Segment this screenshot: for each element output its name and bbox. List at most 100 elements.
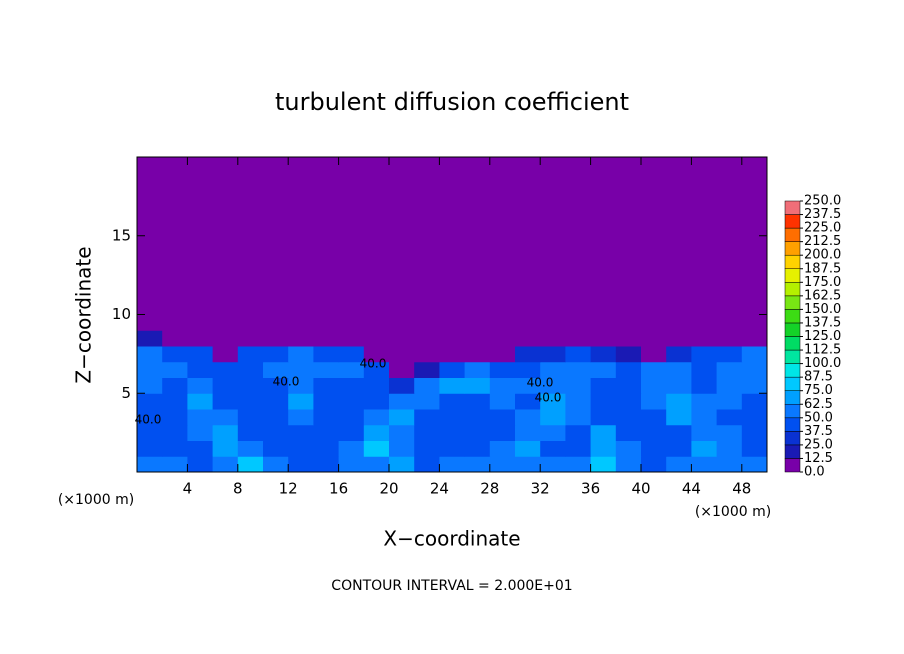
x-axis-title: X−coordinate [383,527,520,551]
cell [741,377,768,394]
cell [540,393,566,410]
cell [237,330,264,347]
cell [389,424,415,441]
colorbar-label: 225.0 [804,221,841,236]
colorbar-label: 162.5 [804,288,841,303]
x-tick-label: 48 [732,480,751,498]
colorbar-swatch [784,431,801,446]
cell [464,361,491,378]
cell [641,346,667,363]
cell [338,157,365,331]
colorbar-swatch [784,417,801,432]
cell [187,393,214,410]
x-tick-label: 32 [531,480,550,498]
x-tick-label: 20 [379,480,398,498]
cell [212,440,239,457]
footer: CONTOUR INTERVAL = 2.000E+01 [331,578,572,594]
cell [162,424,188,441]
cell [464,456,491,473]
colorbar-swatch [784,214,801,229]
cell [263,346,289,363]
cell [187,377,214,394]
cell [187,346,214,363]
cell [439,377,466,394]
colorbar-label: 187.5 [804,261,841,276]
cell [515,393,541,410]
cell [389,409,415,426]
cell [464,440,491,457]
colorbar-label: 87.5 [804,370,833,385]
cell [162,330,188,347]
cell [212,377,239,394]
cell [489,377,516,394]
y-tick-label: 15 [112,226,131,244]
cell [691,424,718,441]
colorbar-label: 125.0 [804,329,841,344]
cell [363,157,390,331]
cell [237,361,264,378]
cell [489,361,516,378]
cell [389,456,415,473]
cell [590,346,617,363]
y-tick-label: 10 [112,305,131,323]
contour-label: 40.0 [360,357,387,371]
cell [565,456,592,473]
cell [515,409,541,426]
x-tick-label: 16 [329,480,348,498]
cell [439,393,466,410]
cell [540,346,566,363]
cell [590,393,617,410]
cell [666,456,692,473]
cell [439,424,466,441]
cell [464,330,491,347]
cell [212,393,239,410]
cell [641,440,667,457]
x-tick-label: 36 [581,480,600,498]
cell [389,361,415,378]
cell [615,393,642,410]
cell [666,424,692,441]
cell [137,157,163,331]
colorbar-swatch [784,363,801,378]
colorbar-label: 237.5 [804,207,841,222]
cell [338,377,365,394]
cell [263,330,289,347]
cell [691,346,718,363]
cell [615,456,642,473]
colorbar-swatch [784,254,801,269]
cell [187,440,214,457]
cell [666,157,692,331]
cell [590,409,617,426]
colorbar-label: 37.5 [804,424,833,439]
cell [439,330,466,347]
cell [464,157,491,331]
cell [237,424,264,441]
contour-label: 40.0 [535,391,562,405]
cell [313,424,340,441]
cell [439,157,466,331]
y-unit: (×1000 m) [58,492,134,508]
cell [338,409,365,426]
cell [363,456,390,473]
cell [464,424,491,441]
cell [414,330,440,347]
cell [741,346,768,363]
cell [237,440,264,457]
cell [666,330,692,347]
colorbar-label: 25.0 [804,437,833,452]
cell [540,330,566,347]
cell [187,361,214,378]
cell [363,409,390,426]
cell [716,330,743,347]
cell [691,377,718,394]
cell [741,157,768,331]
cell [237,157,264,331]
cell [666,346,692,363]
cell [338,346,365,363]
cell [263,456,289,473]
cell [666,377,692,394]
cell [162,346,188,363]
cell [363,440,390,457]
cell [716,346,743,363]
cell [313,456,340,473]
